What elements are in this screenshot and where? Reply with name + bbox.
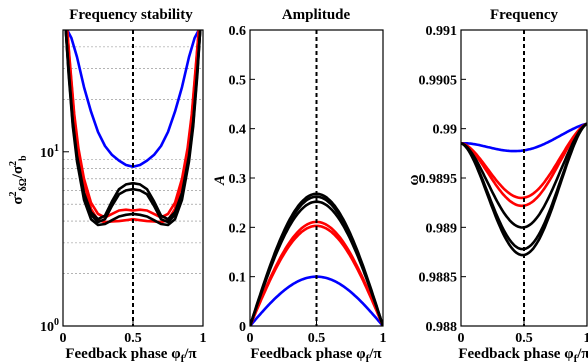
y-tick-label: 0.5: [229, 73, 247, 88]
y-tick-label: 0.9885: [419, 271, 458, 286]
x-tick-label: 1: [380, 331, 387, 346]
y-tick-label: 0: [239, 320, 246, 335]
y-tick-label: 0.3: [229, 172, 247, 187]
panel2-xlabel: Feedback phase φf/π: [250, 346, 382, 363]
y-tick-label: 0.991: [426, 24, 458, 39]
panel3-xlabel: Feedback phase φf/π: [458, 346, 588, 363]
panel-frequency: Frequency Feedback phase φf/π ω 0 0.5 1 0.9…: [406, 7, 588, 363]
y-tick-label: 100: [40, 317, 59, 335]
x-tick-label: 0: [458, 331, 465, 346]
x-tick-label: 0: [60, 331, 67, 346]
x-tick-label: 1: [200, 331, 207, 346]
panel2-ylabel: A: [212, 175, 228, 186]
panel1-xlabel: Feedback phase φf/π: [65, 346, 197, 363]
panel1-title: Frequency stability: [69, 7, 193, 23]
x-tick-label: 0.5: [515, 331, 533, 346]
panel3-ylabel: ω: [406, 174, 422, 185]
y-tick-label: 0.988: [426, 320, 458, 335]
panel-frequency-stability: Frequency stability Feedback phase φf/π …: [8, 7, 207, 363]
y-tick-label: 0.9905: [419, 73, 458, 88]
x-tick-label: 1: [584, 331, 588, 346]
panel-amplitude: Amplitude Feedback phase φf/π A 0 0.5 1 0 0.…: [212, 7, 387, 363]
series-line-3: [250, 224, 383, 326]
y-tick-label: 101: [40, 143, 59, 161]
x-tick-label: 0: [247, 331, 254, 346]
y-tick-label: 0.2: [229, 221, 247, 236]
panel3-title: Frequency: [490, 7, 559, 23]
y-tick-label: 0.9895: [419, 172, 458, 187]
y-tick-label: 0.1: [229, 271, 247, 286]
y-tick-label: 0.989: [426, 221, 458, 236]
x-tick-label: 0.5: [308, 331, 326, 346]
y-tick-label: 0.6: [229, 24, 247, 39]
x-tick-label: 0.5: [124, 331, 142, 346]
panel1-ylabel: σ2δΩ/σ2b: [8, 155, 29, 205]
y-tick-label: 0.99: [433, 123, 458, 138]
series-line-1: [66, 30, 200, 169]
y-tick-label: 0.4: [229, 123, 247, 138]
panel2-title: Amplitude: [282, 7, 351, 23]
